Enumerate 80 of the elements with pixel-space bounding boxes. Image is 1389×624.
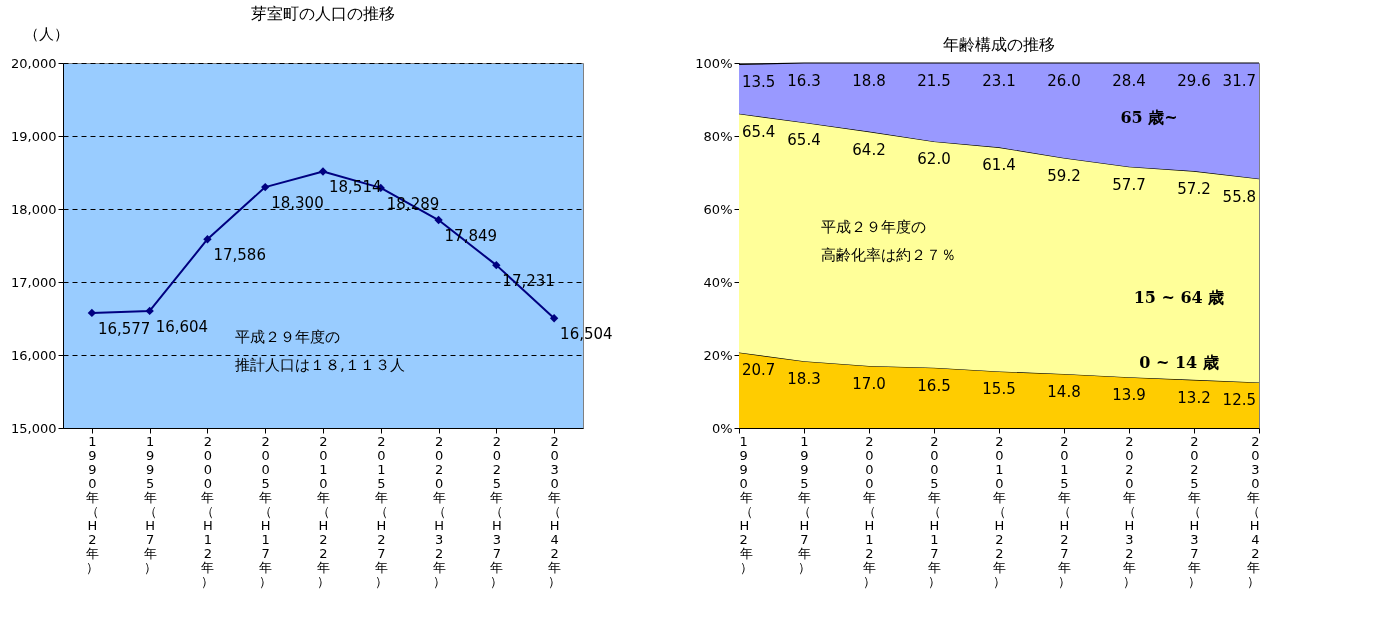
chart-title: 年齢構成の推移 bbox=[943, 35, 1055, 54]
category-label: 2015年（H27年） bbox=[374, 433, 388, 589]
data-label: 20.7 bbox=[742, 361, 776, 380]
y-tick-label: 80% bbox=[703, 128, 733, 144]
data-label: 31.7 bbox=[1222, 72, 1256, 90]
point bbox=[549, 314, 559, 323]
series-label: 0 ~ 14 歳 bbox=[1139, 353, 1219, 372]
category-label: 2015年（H27年） bbox=[1058, 433, 1071, 589]
data-label: 57.2 bbox=[1177, 180, 1211, 199]
data-label: 65.4 bbox=[787, 131, 821, 150]
category-label: 1990年（H2年） bbox=[739, 433, 753, 575]
y-tick-label: 0% bbox=[711, 420, 733, 436]
point bbox=[203, 235, 212, 244]
y-tick-label: 20,000 bbox=[11, 55, 57, 71]
annotation: 平成２９年度の bbox=[235, 327, 340, 346]
point bbox=[145, 306, 154, 316]
y-tick-label: 18,000 bbox=[11, 201, 57, 217]
data-label: 13.2 bbox=[1177, 388, 1211, 407]
text: 17,586 bbox=[213, 246, 266, 265]
series-label: 65 歳~ bbox=[1120, 108, 1178, 127]
data-label: 13.9 bbox=[1112, 386, 1146, 405]
y-tick-label: 60% bbox=[703, 201, 733, 217]
point bbox=[261, 182, 270, 192]
y-tick-label: 20% bbox=[703, 347, 733, 363]
data-label: 64.2 bbox=[852, 140, 886, 159]
data-label: 59.2 bbox=[1047, 166, 1081, 185]
text: 16,504 bbox=[560, 325, 613, 344]
y-tick-label: 17,000 bbox=[11, 274, 57, 290]
point bbox=[434, 215, 443, 225]
data-label: 18.8 bbox=[852, 72, 886, 90]
data-label: 16.5 bbox=[917, 376, 951, 395]
y-tick-label: 40% bbox=[703, 274, 733, 290]
category-label: 2020年（H32年） bbox=[1123, 433, 1136, 589]
data-label: 18.3 bbox=[787, 370, 821, 389]
category-label: 2030年（H42年） bbox=[1246, 433, 1260, 589]
annotation: 平成２９年度の bbox=[821, 217, 926, 236]
point bbox=[492, 260, 501, 270]
category-label: 2000年（H12年） bbox=[863, 433, 876, 589]
y-tick-label: 16,000 bbox=[11, 347, 57, 363]
annotation: 高齢化率は約２７％ bbox=[821, 245, 956, 264]
data-label: 15.5 bbox=[982, 380, 1016, 399]
category-label: 1995年（H7年） bbox=[798, 433, 811, 575]
data-label: 23.1 bbox=[982, 72, 1016, 90]
data-label: 26.0 bbox=[1047, 72, 1081, 90]
category-label: 2010年（H22年） bbox=[317, 433, 330, 589]
text: 18,300 bbox=[271, 194, 324, 213]
category-label: 2005年（H17年） bbox=[928, 433, 941, 589]
category-label: 1990年（H2年） bbox=[85, 433, 99, 575]
series-label: 15 ~ 64 歳 bbox=[1133, 288, 1225, 307]
y-axis-title: （人） bbox=[23, 24, 69, 43]
data-label: 13.5 bbox=[742, 73, 776, 92]
category-label: 1995年（H7年） bbox=[143, 433, 157, 575]
data-label: 65.4 bbox=[742, 122, 776, 141]
category-label: 2025年（H37年） bbox=[490, 433, 504, 589]
category-label: 2020年（H32年） bbox=[432, 433, 446, 589]
data-label: 29.6 bbox=[1177, 72, 1211, 90]
data-label: 28.4 bbox=[1112, 72, 1146, 90]
y-tick-label: 15,000 bbox=[11, 420, 57, 436]
data-label: 14.8 bbox=[1047, 382, 1081, 401]
y-tick-label: 19,000 bbox=[11, 128, 57, 144]
y-tick-label: 100% bbox=[695, 55, 733, 71]
data-label: 55.8 bbox=[1222, 187, 1256, 206]
data-label: 17.0 bbox=[852, 374, 886, 393]
annotation: 推計人口は１８,１１３人 bbox=[235, 355, 405, 374]
category-label: 2030年（H42年） bbox=[548, 433, 562, 589]
category-label: 2025年（H37年） bbox=[1188, 433, 1201, 589]
category-label: 2005年（H17年） bbox=[259, 433, 273, 589]
data-label: 16.3 bbox=[787, 72, 821, 90]
point bbox=[87, 308, 97, 318]
category-label: 2000年（H12年） bbox=[201, 433, 215, 589]
data-label: 12.5 bbox=[1222, 391, 1256, 410]
data-label: 62.0 bbox=[917, 150, 951, 169]
text: 16,604 bbox=[155, 317, 209, 336]
category-label: 2010年（H22年） bbox=[993, 433, 1006, 589]
text: 16,577 bbox=[97, 319, 151, 338]
data-label: 57.7 bbox=[1112, 175, 1146, 194]
chart-title: 芽室町の人口の推移 bbox=[251, 4, 395, 23]
point bbox=[318, 167, 328, 176]
data-label: 21.5 bbox=[917, 72, 951, 90]
data-label: 61.4 bbox=[982, 156, 1016, 175]
